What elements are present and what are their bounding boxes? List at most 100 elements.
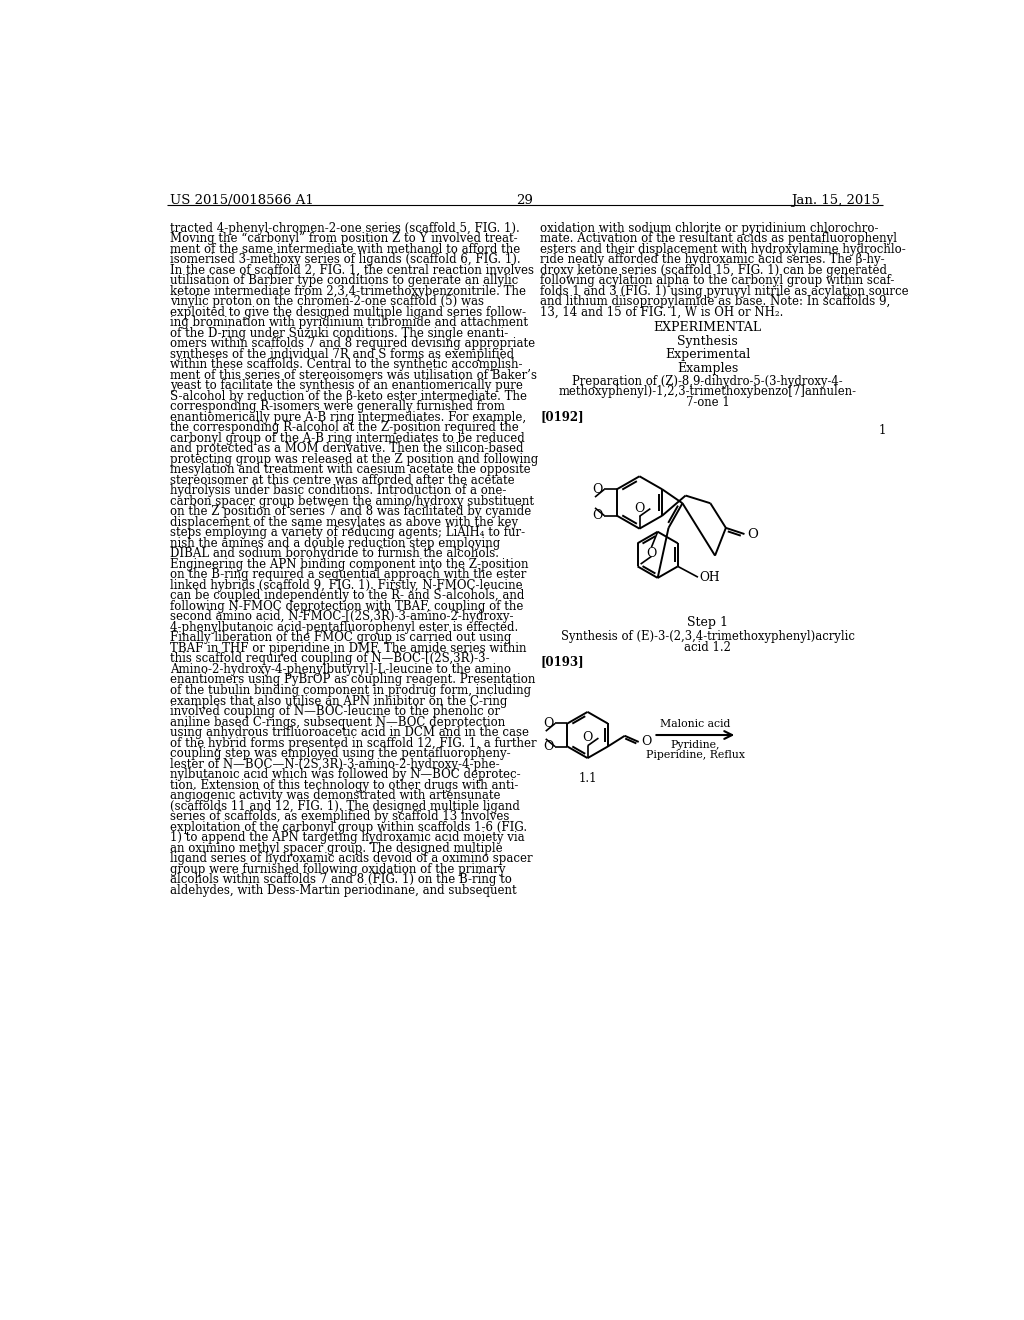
- Text: following acylation alpha to the carbonyl group within scaf-: following acylation alpha to the carbony…: [541, 275, 895, 286]
- Text: Amino-2-hydroxy-4-phenylbutyryl]-L-leucine to the amino: Amino-2-hydroxy-4-phenylbutyryl]-L-leuci…: [170, 663, 511, 676]
- Text: exploited to give the designed multiple ligand series follow-: exploited to give the designed multiple …: [170, 306, 526, 318]
- Text: oxidation with sodium chlorite or pyridinium chlorochro-: oxidation with sodium chlorite or pyridi…: [541, 222, 879, 235]
- Text: 13, 14 and 15 of FIG. 1, W is OH or NH₂.: 13, 14 and 15 of FIG. 1, W is OH or NH₂.: [541, 306, 783, 318]
- Text: Preparation of (Z)-8,9-dihydro-5-(3-hydroxy-4-: Preparation of (Z)-8,9-dihydro-5-(3-hydr…: [572, 375, 843, 388]
- Text: O: O: [746, 528, 758, 541]
- Text: and lithium diisopropylamide as base. Note: In scaffolds 9,: and lithium diisopropylamide as base. No…: [541, 296, 891, 308]
- Text: protecting group was released at the Z position and following: protecting group was released at the Z p…: [170, 453, 538, 466]
- Text: stereoisomer at this centre was afforded after the acetate: stereoisomer at this centre was afforded…: [170, 474, 514, 487]
- Text: second amino acid, N-FMOC-[(2S,3R)-3-amino-2-hydroxy-: second amino acid, N-FMOC-[(2S,3R)-3-ami…: [170, 610, 513, 623]
- Text: isomerised 3-methoxy series of ligands (scaffold 6, FIG. 1).: isomerised 3-methoxy series of ligands (…: [170, 253, 520, 267]
- Text: can be coupled independently to the R- and S-alcohols, and: can be coupled independently to the R- a…: [170, 590, 524, 602]
- Text: Synthesis of (E)-3-(2,3,4-trimethoxyphenyl)acrylic: Synthesis of (E)-3-(2,3,4-trimethoxyphen…: [561, 630, 855, 643]
- Text: Engineering the APN binding component into the Z-position: Engineering the APN binding component in…: [170, 558, 528, 570]
- Text: folds 1 and 3 (FIG. 1) using pyruvyl nitrile as acylation source: folds 1 and 3 (FIG. 1) using pyruvyl nit…: [541, 285, 909, 297]
- Text: 1) to append the APN targeting hydroxamic acid moiety via: 1) to append the APN targeting hydroxami…: [170, 832, 524, 845]
- Text: Finally liberation of the FMOC group is carried out using: Finally liberation of the FMOC group is …: [170, 631, 511, 644]
- Text: (scaffolds 11 and 12, FIG. 1). The designed multiple ligand: (scaffolds 11 and 12, FIG. 1). The desig…: [170, 800, 520, 813]
- Text: methoxyphenyl)-1,2,3-trimethoxybenzo[7]annulen-: methoxyphenyl)-1,2,3-trimethoxybenzo[7]a…: [559, 385, 857, 399]
- Text: esters and their displacement with hydroxylamine hydrochlo-: esters and their displacement with hydro…: [541, 243, 906, 256]
- Text: ing bromination with pyridinium tribromide and attachment: ing bromination with pyridinium tribromi…: [170, 315, 527, 329]
- Text: mesylation and treatment with caesium acetate the opposite: mesylation and treatment with caesium ac…: [170, 463, 530, 477]
- Text: exploitation of the carbonyl group within scaffolds 1-6 (FIG.: exploitation of the carbonyl group withi…: [170, 821, 527, 834]
- Text: [0193]: [0193]: [541, 655, 584, 668]
- Text: nylbutanoic acid which was followed by N—BOC deprotec-: nylbutanoic acid which was followed by N…: [170, 768, 520, 781]
- Text: ment of the same intermediate with methanol to afford the: ment of the same intermediate with metha…: [170, 243, 520, 256]
- Text: nish the amines and a double reduction step employing: nish the amines and a double reduction s…: [170, 537, 500, 550]
- Text: carbon spacer group between the amino/hydroxy substituent: carbon spacer group between the amino/hy…: [170, 495, 534, 508]
- Text: Malonic acid: Malonic acid: [660, 719, 730, 729]
- Text: 4-phenylbutanoic acid-pentafluorophenyl ester is effected.: 4-phenylbutanoic acid-pentafluorophenyl …: [170, 620, 518, 634]
- Text: of the tubulin binding component in prodrug form, including: of the tubulin binding component in prod…: [170, 684, 531, 697]
- Text: on the B-ring required a sequential approach with the ester: on the B-ring required a sequential appr…: [170, 569, 526, 581]
- Text: using anhydrous trifluoroacetic acid in DCM and in the case: using anhydrous trifluoroacetic acid in …: [170, 726, 528, 739]
- Text: of the hybrid forms presented in scaffold 12, FIG. 1, a further: of the hybrid forms presented in scaffol…: [170, 737, 537, 750]
- Text: within these scaffolds. Central to the synthetic accomplish-: within these scaffolds. Central to the s…: [170, 358, 522, 371]
- Text: of the D-ring under Suzuki conditions. The single enanti-: of the D-ring under Suzuki conditions. T…: [170, 326, 508, 339]
- Text: Jan. 15, 2015: Jan. 15, 2015: [791, 194, 880, 207]
- Text: Piperidine, Reflux: Piperidine, Reflux: [646, 750, 744, 759]
- Text: In the case of scaffold 2, FIG. 1, the central reaction involves: In the case of scaffold 2, FIG. 1, the c…: [170, 264, 534, 277]
- Text: alcohols within scaffolds 7 and 8 (FIG. 1) on the B-ring to: alcohols within scaffolds 7 and 8 (FIG. …: [170, 874, 512, 886]
- Text: O: O: [634, 502, 645, 515]
- Text: omers within scaffolds 7 and 8 required devising appropriate: omers within scaffolds 7 and 8 required …: [170, 337, 535, 350]
- Text: Synthesis: Synthesis: [677, 334, 738, 347]
- Text: Pyridine,: Pyridine,: [671, 739, 720, 750]
- Text: ment of this series of stereoisomers was utilisation of Baker’s: ment of this series of stereoisomers was…: [170, 368, 537, 381]
- Text: OH: OH: [699, 570, 720, 583]
- Text: acid 1.2: acid 1.2: [684, 642, 731, 655]
- Text: tracted 4-phenyl-chromen-2-one series (scaffold 5, FIG. 1).: tracted 4-phenyl-chromen-2-one series (s…: [170, 222, 519, 235]
- Text: the corresponding R-alcohol at the Z-position required the: the corresponding R-alcohol at the Z-pos…: [170, 421, 518, 434]
- Text: angiogenic activity was demonstrated with artensunate: angiogenic activity was demonstrated wit…: [170, 789, 501, 803]
- Text: displacement of the same mesylates as above with the key: displacement of the same mesylates as ab…: [170, 516, 518, 529]
- Text: O: O: [646, 546, 656, 560]
- Text: O: O: [543, 741, 554, 754]
- Text: 7-one 1: 7-one 1: [686, 396, 729, 409]
- Text: utilisation of Barbier type conditions to generate an allylic: utilisation of Barbier type conditions t…: [170, 275, 518, 286]
- Text: DIBAL and sodium borohydride to furnish the alcohols.: DIBAL and sodium borohydride to furnish …: [170, 548, 499, 561]
- Text: mate. Activation of the resultant acids as pentafluorophenyl: mate. Activation of the resultant acids …: [541, 232, 897, 246]
- Text: series of scaffolds, as exemplified by scaffold 13 involves: series of scaffolds, as exemplified by s…: [170, 810, 509, 824]
- Text: an oximino methyl spacer group. The designed multiple: an oximino methyl spacer group. The desi…: [170, 842, 503, 854]
- Text: Examples: Examples: [677, 362, 738, 375]
- Text: ketone intermediate from 2,3,4-trimethoxybenzonitrile. The: ketone intermediate from 2,3,4-trimethox…: [170, 285, 526, 297]
- Text: tion. Extension of this technology to other drugs with anti-: tion. Extension of this technology to ot…: [170, 779, 518, 792]
- Text: O: O: [592, 483, 603, 496]
- Text: 1.1: 1.1: [579, 772, 597, 785]
- Text: hydrolysis under basic conditions. Introduction of a one-: hydrolysis under basic conditions. Intro…: [170, 484, 506, 498]
- Text: O: O: [583, 731, 593, 744]
- Text: [0192]: [0192]: [541, 411, 584, 424]
- Text: 29: 29: [516, 194, 534, 207]
- Text: examples that also utilise an APN inhibitor on the C-ring: examples that also utilise an APN inhibi…: [170, 694, 507, 708]
- Text: syntheses of the individual 7R and S forms as exemplified: syntheses of the individual 7R and S for…: [170, 347, 514, 360]
- Text: enantiomers using PyBrOP as coupling reagent. Presentation: enantiomers using PyBrOP as coupling rea…: [170, 673, 536, 686]
- Text: corresponding R-isomers were generally furnished from: corresponding R-isomers were generally f…: [170, 400, 505, 413]
- Text: involved coupling of N—BOC-leucine to the phenolic or: involved coupling of N—BOC-leucine to th…: [170, 705, 500, 718]
- Text: Step 1: Step 1: [687, 616, 728, 630]
- Text: Moving the “carbonyl” from position Z to Y involved treat-: Moving the “carbonyl” from position Z to…: [170, 232, 517, 246]
- Text: O: O: [592, 510, 603, 523]
- Text: and protected as a MOM derivative. Then the silicon-based: and protected as a MOM derivative. Then …: [170, 442, 523, 455]
- Text: O: O: [641, 735, 651, 748]
- Text: carbonyl group of the A-B ring intermediates to be reduced: carbonyl group of the A-B ring intermedi…: [170, 432, 524, 445]
- Text: ligand series of hydroxamic acids devoid of a oximino spacer: ligand series of hydroxamic acids devoid…: [170, 853, 532, 865]
- Text: enantiomerically pure A-B ring intermediates. For example,: enantiomerically pure A-B ring intermedi…: [170, 411, 526, 424]
- Text: US 2015/0018566 A1: US 2015/0018566 A1: [170, 194, 313, 207]
- Text: steps employing a variety of reducing agents; LiAlH₄ to fur-: steps employing a variety of reducing ag…: [170, 527, 525, 540]
- Text: droxy ketone series (scaffold 15, FIG. 1) can be generated: droxy ketone series (scaffold 15, FIG. 1…: [541, 264, 888, 277]
- Text: TBAF in THF or piperidine in DMF. The amide series within: TBAF in THF or piperidine in DMF. The am…: [170, 642, 526, 655]
- Text: this scaffold required coupling of N—BOC-[(2S,3R)-3-: this scaffold required coupling of N—BOC…: [170, 652, 489, 665]
- Text: coupling step was employed using the pentafluoropheny-: coupling step was employed using the pen…: [170, 747, 511, 760]
- Text: yeast to facilitate the synthesis of an enantiomerically pure: yeast to facilitate the synthesis of an …: [170, 379, 522, 392]
- Text: following N-FMOC deprotection with TBAF, coupling of the: following N-FMOC deprotection with TBAF,…: [170, 599, 523, 612]
- Text: EXPERIMENTAL: EXPERIMENTAL: [653, 321, 762, 334]
- Text: O: O: [543, 717, 554, 730]
- Text: aniline based C-rings, subsequent N—BOC deprotection: aniline based C-rings, subsequent N—BOC …: [170, 715, 505, 729]
- Text: vinylic proton on the chromen-2-one scaffold (5) was: vinylic proton on the chromen-2-one scaf…: [170, 296, 484, 308]
- Text: on the Z position of series 7 and 8 was facilitated by cyanide: on the Z position of series 7 and 8 was …: [170, 506, 531, 519]
- Text: lester of N—BOC—N-(2S,3R)-3-amino-2-hydroxy-4-phe-: lester of N—BOC—N-(2S,3R)-3-amino-2-hydr…: [170, 758, 500, 771]
- Text: linked hybrids (scaffold 9, FIG. 1). Firstly, N-FMOC-leucine: linked hybrids (scaffold 9, FIG. 1). Fir…: [170, 579, 522, 591]
- Text: aldehydes, with Dess-Martin periodinane, and subsequent: aldehydes, with Dess-Martin periodinane,…: [170, 883, 516, 896]
- Text: Experimental: Experimental: [665, 348, 751, 362]
- Text: group were furnished following oxidation of the primary: group were furnished following oxidation…: [170, 863, 506, 875]
